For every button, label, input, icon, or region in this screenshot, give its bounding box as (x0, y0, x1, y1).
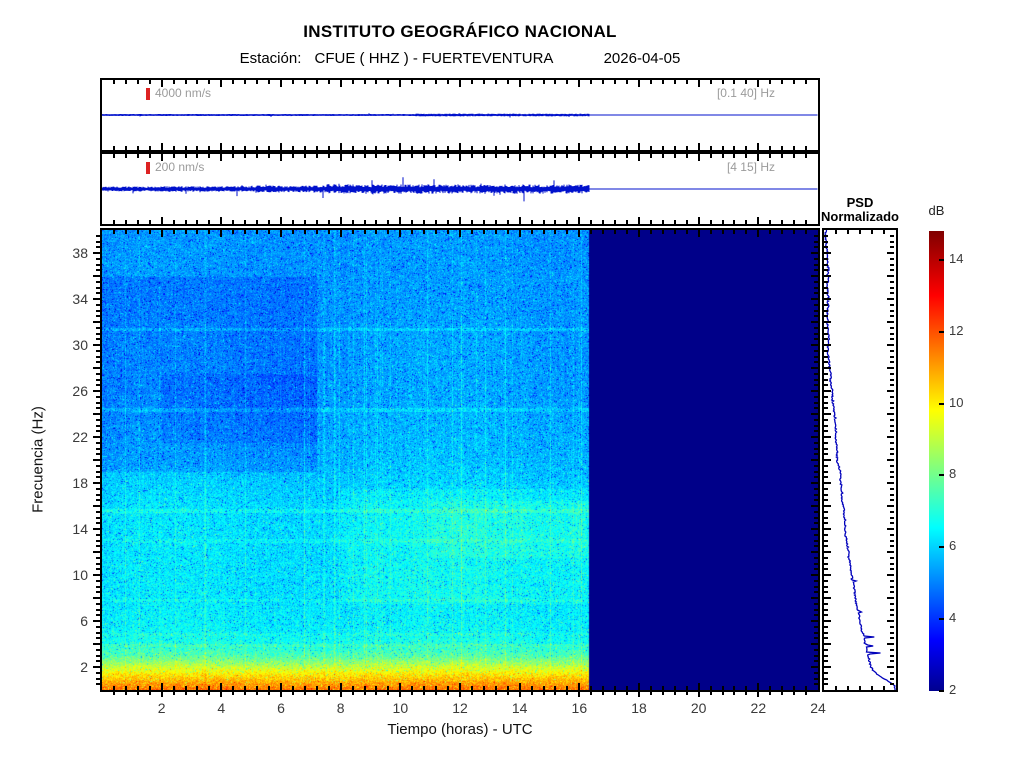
band-label-filtered: [4 15] Hz (726, 160, 775, 174)
y-tick-label: 14 (72, 521, 88, 537)
x-tick-label: 12 (452, 700, 468, 716)
x-tick-label: 2 (157, 700, 166, 716)
psd-x-ticks (824, 685, 896, 690)
y-axis-title: Frecuencia (Hz) (29, 406, 47, 513)
figure-title: INSTITUTO GEOGRÁFICO NACIONAL (303, 22, 617, 41)
x-tick-label: 14 (511, 700, 528, 716)
x-tick-label: 4 (217, 700, 226, 716)
psd-panel-title: PSD Normalizado (820, 195, 899, 224)
x-axis-title: Tiempo (horas) - UTC (387, 721, 533, 738)
y-tick-label: 22 (72, 429, 88, 445)
seismogram-trace-broadband (102, 113, 818, 118)
colorbar (929, 231, 944, 691)
colorbar-tick-label: 12 (949, 322, 964, 338)
seismogram-trace-filtered (102, 177, 818, 202)
y-tick-label: 10 (72, 567, 88, 583)
y-tick-label: 26 (72, 383, 88, 399)
scale-marker-icon (146, 162, 150, 174)
x-axis-outer-ticks (102, 692, 818, 697)
x-axis-ticks (102, 230, 818, 237)
y-tick-label: 30 (72, 337, 88, 353)
x-tick-label: 10 (392, 700, 409, 716)
y-tick-label: 6 (80, 613, 88, 629)
x-tick-label: 22 (750, 700, 767, 716)
x-tick-label: 16 (571, 700, 588, 716)
psd-x-ticks (824, 230, 896, 235)
spectrogram-heatmap (102, 230, 818, 690)
y-axis-ticks (92, 230, 100, 690)
colorbar-tick-label: 2 (949, 682, 957, 697)
station-value: CFUE ( HHZ ) - FUERTEVENTURA (314, 50, 554, 67)
x-tick-label: 8 (336, 700, 345, 716)
colorbar-tick-label: 6 (949, 538, 957, 554)
psd-curve (824, 230, 896, 690)
psd-panel (822, 228, 898, 692)
colorbar-ticks (939, 231, 944, 692)
psd-y-ticks (824, 230, 831, 690)
y-tick-label: 38 (72, 245, 88, 261)
colorbar-tick-label: 10 (949, 394, 964, 410)
trace-panel-filtered: 200 nm/s [4 15] Hz (100, 152, 820, 226)
x-tick-label: 18 (631, 700, 647, 716)
scale-marker-icon (146, 88, 150, 100)
x-tick-label: 20 (690, 700, 707, 716)
x-axis-ticks (102, 154, 818, 161)
colorbar-tick-label: 4 (949, 610, 957, 626)
y-axis-ticks (811, 230, 818, 690)
colorbar-tick-label: 8 (949, 466, 957, 482)
y-tick-label: 34 (72, 291, 88, 307)
x-tick-label: 24 (810, 700, 826, 716)
date-label: 2026-04-05 (603, 50, 681, 67)
x-axis-ticks (102, 217, 818, 224)
scale-label-broadband: 4000 nm/s (155, 86, 212, 100)
psd-y-ticks (887, 230, 894, 690)
y-tick-label: 2 (80, 659, 88, 675)
y-tick-label: 18 (72, 475, 88, 491)
x-axis-ticks (102, 80, 818, 87)
band-label-broadband: [0.1 40] Hz (716, 86, 775, 100)
station-label: Estación: (239, 50, 302, 67)
scale-label-filtered: 200 nm/s (155, 160, 205, 174)
figure-subtitle: Estación: CFUE ( HHZ ) - FUERTEVENTURA 2… (100, 50, 820, 67)
colorbar-tick-label: 14 (949, 250, 964, 266)
x-tick-label: 6 (277, 700, 285, 716)
spectrogram-panel (100, 228, 820, 692)
colorbar-unit-label: dB (928, 203, 945, 218)
trace-panel-broadband: 4000 nm/s [0.1 40] Hz (100, 78, 820, 152)
x-axis-ticks (102, 683, 818, 690)
x-axis-ticks (102, 143, 818, 150)
